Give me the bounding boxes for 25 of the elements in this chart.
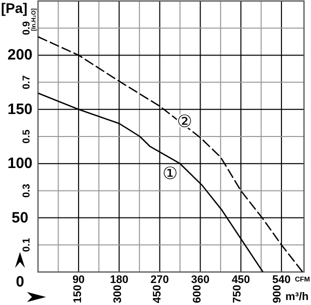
- y2-tick-label: 0.3: [22, 183, 32, 198]
- y2-tick-label: 0.5: [22, 129, 32, 144]
- y-axis-title: [Pa]: [1, 0, 28, 16]
- x2-tick-label: 300: [112, 284, 124, 304]
- y-tick-label: 200: [7, 46, 33, 64]
- x-tick-label: 540: [272, 274, 291, 286]
- y-tick-label: 50: [12, 209, 28, 226]
- x2-tick-label: 600: [192, 284, 204, 304]
- x-tick-label: 90: [72, 274, 85, 286]
- x2-axis-title: m³/h: [285, 291, 309, 303]
- annotation: ②: [176, 112, 192, 132]
- y-tick-label: 150: [7, 100, 33, 118]
- x2-tick-label: 750: [232, 284, 244, 304]
- x-tick-label: 450: [232, 274, 250, 286]
- y2-tick-label: 0.1: [22, 238, 32, 252]
- annotation: ①: [162, 164, 178, 184]
- y2-tick-label: 0.9: [22, 20, 32, 36]
- x-tick-label: 360: [191, 274, 210, 286]
- x2-tick-label: 900: [271, 284, 284, 304]
- x2-tick-label: 150: [72, 284, 84, 304]
- y2-tick-label: 0.7: [22, 74, 32, 90]
- y-tick-label: 100: [7, 155, 33, 172]
- y-tick-label: 0: [16, 274, 24, 290]
- x-tick-label: 270: [150, 274, 169, 286]
- x-tick-label: 180: [110, 274, 128, 286]
